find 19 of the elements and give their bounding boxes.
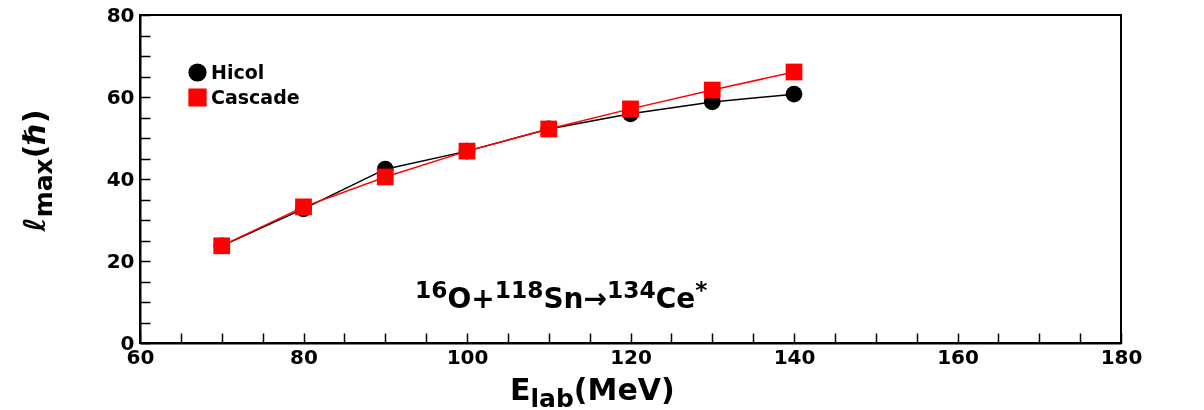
y-tick-label: 40 <box>106 166 135 191</box>
point <box>376 168 394 186</box>
point <box>785 63 803 81</box>
legend-label: Cascade <box>211 85 300 108</box>
y-tick-label: 60 <box>106 84 135 109</box>
x-tick-label: 120 <box>610 344 652 369</box>
x-tick-label: 80 <box>290 344 318 369</box>
x-tick-label: 140 <box>773 344 816 369</box>
point <box>785 85 803 103</box>
x-tick-label: 100 <box>446 344 489 369</box>
legend-label: Hicol <box>211 60 265 83</box>
y-tick-label: 20 <box>106 248 135 273</box>
point <box>622 100 639 118</box>
annotation: $^{16}$O+$^{118}$Sn→$^{134}$Ce$^{*}$ <box>415 276 708 316</box>
x-tick-label: 180 <box>1100 344 1143 369</box>
x-tick-label: 160 <box>937 344 979 369</box>
point <box>703 81 721 99</box>
x-axis-title: E$_{lab}$(MeV) <box>510 372 675 410</box>
y-tick-label: 80 <box>106 2 135 27</box>
